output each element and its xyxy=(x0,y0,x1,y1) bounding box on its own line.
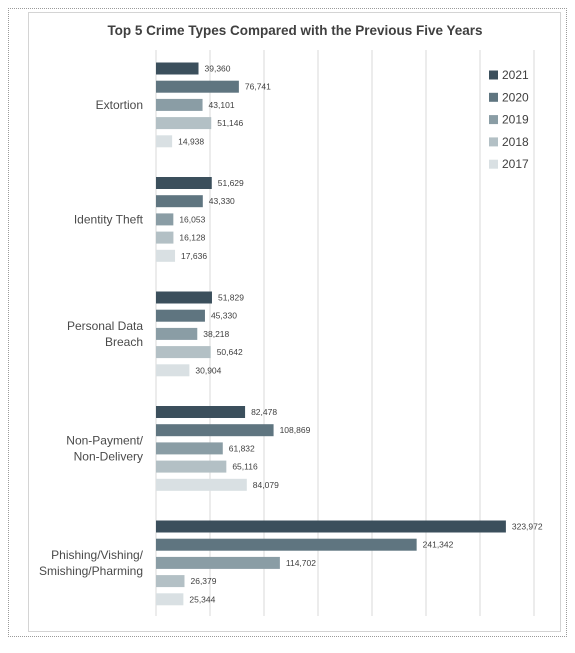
legend-label: 2018 xyxy=(502,135,529,149)
data-label: 241,342 xyxy=(423,540,454,550)
legend-swatch xyxy=(489,159,498,169)
bar xyxy=(156,424,274,437)
bar xyxy=(156,364,190,377)
bar xyxy=(156,346,211,359)
data-label: 50,642 xyxy=(217,347,243,357)
bar xyxy=(156,460,227,473)
bar xyxy=(156,98,203,111)
bar xyxy=(156,249,176,262)
category-label: Identity Theft xyxy=(74,212,144,226)
outer-frame xyxy=(8,8,567,637)
category-label: Non-Payment/ xyxy=(66,433,143,447)
data-label: 25,344 xyxy=(189,594,215,604)
data-label: 65,116 xyxy=(232,462,258,472)
data-label: 114,702 xyxy=(286,558,316,568)
category-label: Non-Delivery xyxy=(74,449,143,463)
category-label: Smishing/Pharming xyxy=(39,564,143,578)
data-label: 61,832 xyxy=(229,443,255,453)
legend-label: 2021 xyxy=(502,68,529,82)
bar xyxy=(156,327,198,340)
data-label: 76,741 xyxy=(245,82,271,92)
bar xyxy=(156,556,280,569)
data-label: 84,079 xyxy=(253,480,279,490)
legend: 2021 2020 2019 2018 2017 xyxy=(489,68,529,171)
bars xyxy=(156,62,506,606)
legend-label: 2020 xyxy=(502,90,529,104)
bar xyxy=(156,195,203,208)
bar xyxy=(156,478,247,491)
legend-swatch xyxy=(489,115,498,125)
bar xyxy=(156,593,184,606)
data-label: 51,829 xyxy=(218,293,244,303)
data-label: 26,379 xyxy=(190,576,216,586)
bar xyxy=(156,538,417,551)
legend-label: 2019 xyxy=(502,113,529,127)
bar xyxy=(156,231,174,244)
data-label: 51,146 xyxy=(217,118,243,128)
bar xyxy=(156,442,223,455)
data-label: 51,629 xyxy=(218,178,244,188)
data-label: 82,478 xyxy=(251,407,277,417)
bar xyxy=(156,117,212,130)
data-label: 108,869 xyxy=(280,425,311,435)
data-label: 45,330 xyxy=(211,311,237,321)
legend-label: 2017 xyxy=(502,157,529,171)
bar xyxy=(156,406,246,418)
bar xyxy=(156,80,239,93)
chart-frame xyxy=(28,12,561,632)
bar xyxy=(156,520,506,533)
bar xyxy=(156,135,173,148)
bar xyxy=(156,575,185,588)
data-label: 39,360 xyxy=(205,64,231,74)
legend-swatch xyxy=(489,137,498,147)
value-labels: 39,360 76,741 43,101 51,146 14,938 51,629 43,3… xyxy=(178,64,543,605)
data-label: 38,218 xyxy=(203,329,229,339)
data-label: 16,128 xyxy=(179,233,205,243)
legend-swatch xyxy=(489,92,498,102)
bar xyxy=(156,177,212,189)
category-label: Personal Data xyxy=(67,319,143,333)
data-label: 323,972 xyxy=(512,522,543,532)
category-label: Breach xyxy=(105,335,143,349)
data-label: 43,101 xyxy=(209,100,235,110)
data-label: 16,053 xyxy=(179,214,205,224)
data-label: 17,636 xyxy=(181,251,207,261)
bar xyxy=(156,309,205,322)
bar xyxy=(156,213,174,226)
category-label: Phishing/Vishing/ xyxy=(51,548,144,562)
data-label: 14,938 xyxy=(178,136,204,146)
data-label: 30,904 xyxy=(195,365,221,375)
bar xyxy=(156,62,199,75)
legend-swatch xyxy=(489,70,498,80)
category-label: Extortion xyxy=(96,98,143,112)
bar xyxy=(156,291,212,304)
chart-title: Top 5 Crime Types Compared with the Prev… xyxy=(107,23,482,38)
data-label: 43,330 xyxy=(209,196,235,206)
category-labels: Extortion Identity Theft Personal Data Brea… xyxy=(39,98,144,578)
